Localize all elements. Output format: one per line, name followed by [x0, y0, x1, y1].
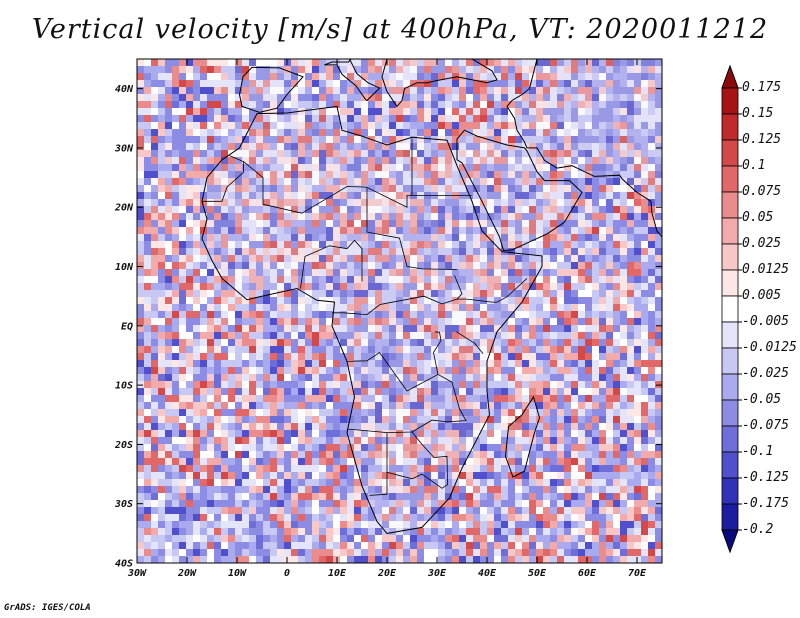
colorbar-swatch [721, 139, 739, 167]
colorbar-label: -0.125 [742, 470, 789, 485]
lon-label: 20W [177, 568, 197, 579]
lon-label: 30E [427, 568, 447, 579]
africa-coastline [201, 105, 543, 534]
grads-credit: GrADS: IGES/COLA [4, 603, 91, 613]
plot-area [137, 59, 662, 563]
madagascar-coastline [504, 395, 541, 478]
colorbar-swatch [721, 477, 739, 505]
colorbar-swatch [721, 451, 739, 479]
colorbar-label: -0.175 [742, 496, 789, 511]
lon-label: 40E [478, 568, 497, 579]
colorbar-swatch [721, 165, 739, 193]
arabia-coastline [456, 129, 583, 252]
colorbar [721, 64, 742, 554]
axis-ticks: 30W 20W 10W 0 10E 20E 30E 40E 50E 60E 70E 40N 30N 20N… [114, 59, 662, 579]
colorbar-swatch [721, 295, 739, 323]
lon-label: 20E [377, 568, 397, 579]
colorbar-swatch [721, 503, 739, 531]
colorbar-swatch [721, 373, 739, 401]
lat-label: 30S [114, 499, 133, 510]
country-border [300, 239, 363, 289]
country-border [332, 295, 443, 316]
lon-label: 10E [328, 568, 347, 579]
velocity-field [137, 59, 662, 563]
colorbar-swatch [721, 113, 739, 141]
colorbar-label: 0.1 [742, 158, 766, 173]
lat-label: 10N [115, 262, 134, 273]
colorbar-swatch [721, 321, 739, 349]
lat-label: 10S [115, 381, 133, 392]
iran-coastline [506, 59, 662, 238]
lat-label: 40N [115, 84, 134, 95]
country-border [433, 331, 442, 375]
colorbar-swatch [721, 243, 739, 271]
colorbar-bottom-arrow [721, 529, 739, 554]
country-border [457, 278, 528, 303]
colorbar-swatch [721, 217, 739, 245]
map-title: Vertical velocity [m/s] at 400hPa, VT: 2… [31, 14, 769, 45]
colorbar-label: 0.15 [742, 106, 774, 121]
country-border [386, 431, 448, 489]
plot-frame [136, 58, 663, 564]
lat-label: 30N [114, 143, 134, 154]
colorbar-label: -0.05 [742, 392, 782, 407]
colorbar-swatch [721, 269, 739, 297]
colorbar-label: -0.005 [742, 314, 789, 329]
colorbar-top-arrow [721, 64, 739, 89]
lon-label: 50E [528, 568, 547, 579]
lon-label: 10W [228, 568, 247, 579]
lat-label: 40S [115, 559, 133, 570]
colorbar-label: -0.1 [742, 444, 774, 459]
country-border [243, 161, 472, 214]
italy-coastline [324, 59, 381, 102]
country-border [366, 187, 458, 270]
colorbar-label: 0.005 [742, 288, 782, 303]
colorbar-label: -0.2 [742, 522, 774, 537]
colorbar-swatch [721, 425, 739, 453]
lat-label: 20N [114, 203, 134, 214]
colorbar-swatch [721, 191, 739, 219]
colorbar-label: -0.075 [742, 418, 789, 433]
lon-label: 70E [628, 568, 647, 579]
coastlines [201, 59, 662, 534]
lat-label: EQ [121, 321, 133, 332]
iberia-coastline [238, 66, 304, 113]
colorbar-label: -0.0125 [742, 340, 797, 355]
colorbar-label: 0.05 [742, 210, 774, 225]
country-border [369, 432, 388, 496]
colorbar-label: 0.0125 [742, 262, 789, 277]
colorbar-swatch [721, 87, 739, 115]
colorbar-label: 0.175 [742, 80, 782, 95]
colorbar-label: 0.025 [742, 236, 782, 251]
country-border [441, 275, 463, 305]
colorbar-label: 0.125 [742, 132, 782, 147]
country-border [456, 331, 484, 354]
lat-label: 20S [114, 440, 133, 451]
lon-label: 0 [284, 568, 290, 579]
balkans-turkey-coastline [381, 59, 498, 108]
colorbar-swatch [721, 347, 739, 375]
colorbar-label: 0.075 [742, 184, 782, 199]
colorbar-label: -0.025 [742, 366, 789, 381]
colorbar-swatch [721, 399, 739, 427]
lon-label: 30W [127, 568, 147, 579]
lon-label: 60E [578, 568, 597, 579]
country-border [202, 155, 244, 202]
